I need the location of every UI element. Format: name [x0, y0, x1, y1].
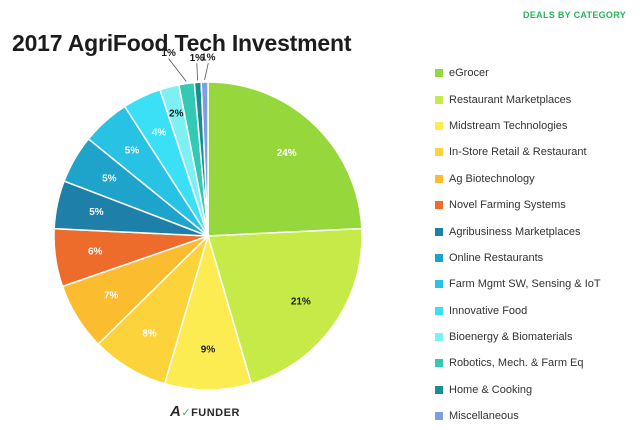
legend-swatch — [435, 174, 443, 183]
legend-swatch — [435, 148, 443, 157]
legend-swatch — [435, 253, 443, 262]
chart-title: 2017 AgriFood Tech Investment — [12, 30, 352, 56]
legend-item-novel-farming-systems: Novel Farming Systems — [435, 192, 635, 218]
legend-item-ag-biotechnology: Ag Biotechnology — [435, 166, 635, 192]
legend-label: eGrocer — [449, 67, 489, 80]
slice-label-restaurant-marketplaces: 21% — [291, 297, 311, 308]
legend-item-robotics-mech-farm-eq: Robotics, Mech. & Farm Eq — [435, 350, 635, 376]
deals-by-category-label: DEALS BY CATEGORY — [523, 10, 626, 20]
legend-label: In-Store Retail & Restaurant — [449, 146, 587, 159]
slice-label-agribusiness-marketplaces: 5% — [89, 207, 104, 218]
slice-label-farm-mgmt-sw-sensing-iot: 5% — [125, 146, 140, 157]
slice-label-ag-biotechnology: 7% — [104, 291, 119, 302]
legend-item-home-cooking: Home & Cooking — [435, 377, 635, 403]
slice-label-bioenergy-biomaterials: 2% — [169, 108, 184, 119]
legend-label: Home & Cooking — [449, 383, 533, 396]
pie-slice-egrocer — [207, 81, 363, 237]
legend-swatch — [435, 306, 443, 315]
slice-label-in-store-retail-restaurant: 8% — [142, 328, 157, 339]
leader-line-miscellaneous — [204, 62, 209, 81]
agfunder-logo: A✓FUNDER — [170, 403, 240, 420]
slice-label-home-cooking: 1% — [190, 53, 205, 64]
slice-label-innovative-food: 4% — [152, 128, 167, 139]
legend-swatch — [435, 201, 443, 210]
legend-item-midstream-technologies: Midstream Technologies — [435, 113, 635, 139]
legend-label: Innovative Food — [449, 304, 528, 317]
legend-swatch — [435, 227, 443, 236]
pie-slice-restaurant-marketplaces — [207, 227, 363, 385]
slice-label-egrocer: 24% — [277, 148, 297, 159]
legend-swatch — [435, 333, 443, 342]
slice-label-robotics-mech-farm-eq: 1% — [161, 48, 176, 59]
slice-label-novel-farming-systems: 6% — [88, 247, 103, 258]
legend-label: Farm Mgmt SW, Sensing & IoT — [449, 278, 601, 291]
legend-swatch — [435, 412, 443, 421]
pie-slice-miscellaneous — [200, 81, 209, 237]
slice-label-online-restaurants: 5% — [102, 174, 117, 185]
legend-item-agribusiness-marketplaces: Agribusiness Marketplaces — [435, 218, 635, 244]
chart-legend: eGrocer Restaurant Marketplaces Midstream … — [435, 60, 635, 429]
legend-swatch — [435, 121, 443, 130]
legend-swatch — [435, 385, 443, 394]
leader-line-robotics-mech-farm-eq — [168, 58, 187, 82]
legend-item-online-restaurants: Online Restaurants — [435, 245, 635, 271]
legend-label: Novel Farming Systems — [449, 199, 566, 212]
slice-label-midstream-technologies: 9% — [201, 344, 216, 355]
pie-slice-midstream-technologies — [163, 233, 253, 391]
legend-label: Miscellaneous — [449, 410, 519, 423]
legend-label: Ag Biotechnology — [449, 172, 535, 185]
legend-label: Agribusiness Marketplaces — [449, 225, 581, 238]
logo-mark: ✓ — [181, 407, 192, 419]
legend-item-restaurant-marketplaces: Restaurant Marketplaces — [435, 86, 635, 112]
legend-label: Restaurant Marketplaces — [449, 93, 572, 106]
legend-item-miscellaneous: Miscellaneous — [435, 403, 635, 429]
slice-label-miscellaneous: 1% — [201, 53, 216, 64]
legend-label: Midstream Technologies — [449, 119, 568, 132]
legend-swatch — [435, 69, 443, 78]
legend-swatch — [435, 95, 443, 104]
legend-swatch — [435, 280, 443, 289]
legend-item-farm-mgmt-sw-sensing-iot: Farm Mgmt SW, Sensing & IoT — [435, 271, 635, 297]
legend-label: Bioenergy & Biomaterials — [449, 331, 573, 344]
leader-line-home-cooking — [196, 63, 199, 81]
legend-label: Online Restaurants — [449, 251, 544, 264]
legend-item-in-store-retail-restaurant: In-Store Retail & Restaurant — [435, 139, 635, 165]
logo-initial: A — [170, 403, 182, 420]
legend-label: Robotics, Mech. & Farm Eq — [449, 357, 584, 370]
legend-item-innovative-food: Innovative Food — [435, 298, 635, 324]
legend-swatch — [435, 359, 443, 368]
legend-item-bioenergy-biomaterials: Bioenergy & Biomaterials — [435, 324, 635, 350]
logo-text: FUNDER — [191, 407, 240, 419]
legend-item-egrocer: eGrocer — [435, 60, 635, 86]
